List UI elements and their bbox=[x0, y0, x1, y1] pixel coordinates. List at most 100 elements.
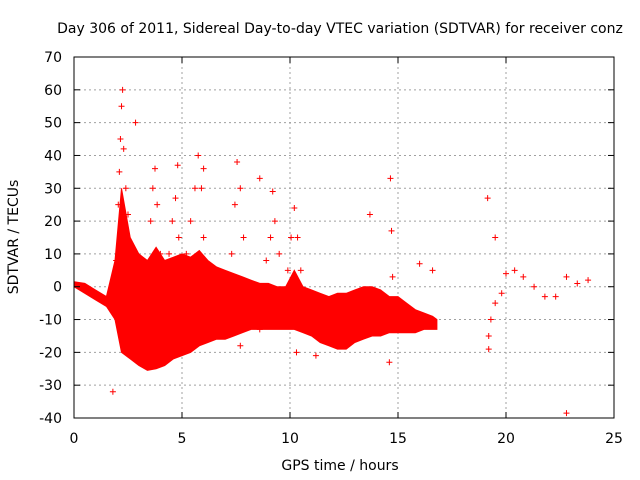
data-point bbox=[498, 290, 505, 297]
data-point bbox=[541, 293, 548, 300]
y-tick-label: 10 bbox=[44, 247, 62, 263]
data-point bbox=[263, 257, 270, 264]
x-tick-label: 15 bbox=[389, 431, 407, 447]
y-tick-label: 50 bbox=[44, 116, 62, 132]
data-point bbox=[386, 359, 393, 366]
data-point bbox=[291, 204, 298, 211]
data-point bbox=[256, 175, 263, 182]
data-point bbox=[288, 234, 295, 241]
data-point bbox=[187, 218, 194, 225]
data-band bbox=[73, 188, 438, 371]
data-point bbox=[200, 234, 207, 241]
data-point bbox=[520, 273, 527, 280]
data-point bbox=[240, 234, 247, 241]
data-point bbox=[294, 234, 301, 241]
data-point bbox=[429, 267, 436, 274]
data-point bbox=[166, 250, 173, 257]
data-point bbox=[198, 185, 205, 192]
x-tick-label: 20 bbox=[497, 431, 515, 447]
x-axis-label: GPS time / hours bbox=[281, 458, 398, 474]
data-point bbox=[388, 227, 395, 234]
data-point bbox=[122, 185, 129, 192]
data-point bbox=[118, 103, 125, 110]
x-tick-label: 25 bbox=[605, 431, 623, 447]
data-point bbox=[234, 159, 241, 166]
data-point bbox=[172, 195, 179, 202]
data-point bbox=[231, 201, 238, 208]
y-tick-label: 40 bbox=[44, 148, 62, 164]
data-point bbox=[195, 152, 202, 159]
data-point bbox=[503, 270, 509, 277]
data-point bbox=[149, 185, 156, 192]
data-point bbox=[267, 234, 274, 241]
x-tick-label: 0 bbox=[70, 431, 79, 447]
data-point bbox=[237, 185, 244, 192]
data-point bbox=[169, 218, 176, 225]
data-point bbox=[157, 250, 164, 257]
data-point bbox=[416, 260, 423, 267]
y-axis-label: SDTVAR / TECUs bbox=[6, 180, 22, 295]
data-point bbox=[389, 273, 396, 280]
y-tick-label: -30 bbox=[39, 378, 62, 394]
data-point bbox=[563, 410, 570, 417]
data-point bbox=[152, 165, 158, 172]
data-point bbox=[511, 267, 518, 274]
data-point bbox=[284, 267, 291, 274]
data-point bbox=[147, 218, 154, 225]
data-point bbox=[531, 283, 538, 290]
data-point bbox=[487, 316, 494, 323]
y-tick-label: 20 bbox=[44, 214, 62, 230]
data-point bbox=[115, 201, 122, 208]
data-point bbox=[269, 188, 276, 195]
chart-title: Day 306 of 2011, Sidereal Day-to-day VTE… bbox=[57, 21, 623, 37]
data-point bbox=[492, 234, 499, 241]
data-point bbox=[113, 257, 120, 264]
data-point bbox=[144, 267, 151, 274]
y-tick-label: -10 bbox=[39, 313, 62, 329]
data-markers bbox=[109, 86, 592, 417]
data-point bbox=[116, 168, 123, 175]
data-point bbox=[297, 267, 304, 274]
data-point bbox=[120, 145, 127, 152]
data-point bbox=[200, 165, 207, 172]
y-tick-label: -20 bbox=[39, 345, 62, 361]
data-point bbox=[183, 250, 190, 257]
data-point bbox=[125, 211, 131, 218]
data-point bbox=[366, 211, 373, 218]
data-point bbox=[175, 234, 182, 241]
axis-ticks: 0 5 10 15 20 25 -40 -30 -20 -10 0 10 20 30 40 50 60 70 bbox=[39, 50, 623, 447]
data-point bbox=[228, 250, 235, 257]
data-point bbox=[552, 293, 559, 300]
data-point bbox=[109, 388, 116, 395]
data-point bbox=[492, 300, 499, 307]
data-point bbox=[574, 280, 581, 287]
y-tick-label: -40 bbox=[39, 411, 62, 427]
x-tick-label: 5 bbox=[178, 431, 187, 447]
data-point bbox=[312, 352, 319, 359]
y-tick-label: 60 bbox=[44, 83, 62, 99]
data-point bbox=[132, 119, 139, 126]
data-point bbox=[119, 86, 126, 93]
data-point bbox=[237, 342, 244, 349]
x-tick-label: 10 bbox=[281, 431, 299, 447]
data-point bbox=[117, 136, 124, 143]
data-point bbox=[484, 195, 491, 202]
data-point bbox=[174, 162, 181, 169]
data-point bbox=[485, 346, 492, 353]
data-point bbox=[485, 332, 492, 339]
plot-frame bbox=[73, 56, 615, 419]
data-point bbox=[397, 326, 404, 333]
data-point bbox=[387, 175, 394, 182]
y-tick-label: 0 bbox=[53, 280, 62, 296]
data-point bbox=[293, 349, 300, 356]
data-point bbox=[256, 326, 263, 333]
data-point bbox=[276, 250, 283, 257]
data-point bbox=[154, 201, 161, 208]
data-point bbox=[271, 218, 278, 225]
y-tick-label: 30 bbox=[44, 181, 62, 197]
data-point bbox=[563, 273, 570, 280]
data-point bbox=[585, 277, 592, 284]
y-tick-label: 70 bbox=[44, 50, 62, 66]
data-point bbox=[191, 185, 198, 192]
